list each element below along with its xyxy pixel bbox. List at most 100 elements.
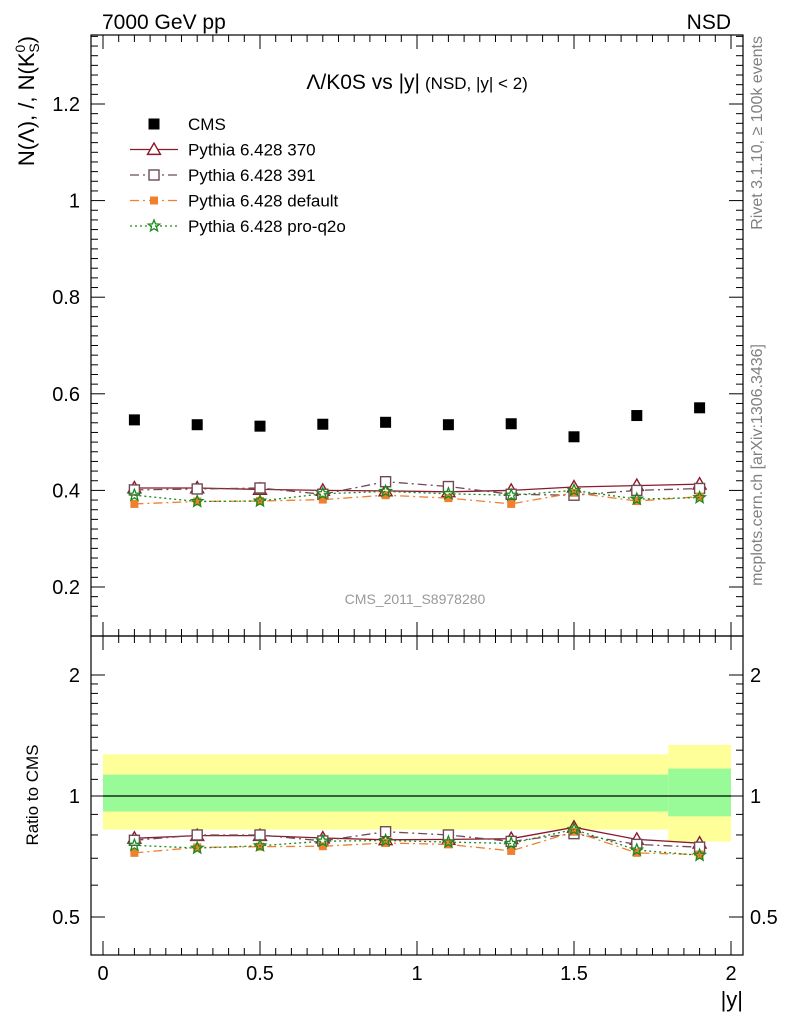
legend-marker-3 (150, 196, 158, 205)
rivet-version-label: Rivet 3.1.10, ≥ 100k events (749, 36, 766, 230)
legend: CMS Pythia 6.428 370 Pythia 6.428 391 Pythi… (130, 115, 346, 236)
ratio-series-2 (130, 827, 704, 859)
ratio-y-tick-label: 0.5 (52, 907, 80, 929)
legend-marker-4 (146, 218, 162, 233)
main-y-tick-label: 0.6 (52, 384, 80, 406)
main-point-0-6 (505, 418, 517, 430)
legend-label-4: Pythia 6.428 pro-q2o (188, 217, 346, 236)
ratio-y-tick-label: 1 (69, 786, 80, 808)
ratio-point-1-4 (379, 826, 392, 838)
ratio-point-3-2 (252, 837, 268, 853)
ratio-series-3 (126, 821, 708, 862)
main-series-line-3 (134, 492, 700, 505)
main-point-0-1 (191, 419, 203, 431)
legend-entry-0: CMS (148, 115, 226, 134)
main-point-0-0 (128, 414, 140, 426)
ratio-y-tick-label: 2 (69, 665, 80, 687)
main-point-4-0 (126, 487, 142, 502)
process-label: NSD (687, 11, 731, 34)
legend-marker-1 (146, 141, 162, 156)
legend-label-2: Pythia 6.428 391 (188, 166, 316, 185)
main-series-line-1 (134, 483, 700, 493)
main-point-0-9 (694, 402, 706, 414)
ratio-point-3-8 (629, 842, 645, 857)
main-point-3-0 (130, 499, 139, 508)
ratio-point-3-9 (692, 847, 708, 862)
main-point-4-3 (315, 486, 331, 501)
main-point-0-8 (631, 410, 643, 422)
main-point-4-4 (378, 483, 394, 498)
main-point-3-6 (507, 499, 516, 508)
main-point-0-4 (380, 416, 392, 428)
mcplots-label: mcplots.cern.ch [arXiv:1306.3436] (749, 344, 766, 586)
x-tick-label: 0.5 (246, 963, 274, 985)
plot-title: Λ/K0S vs |y| (306, 71, 420, 94)
legend-entry-2: Pythia 6.428 391 (130, 166, 316, 185)
ratio-point-2-1 (193, 843, 202, 852)
ratio-series-line-3 (134, 828, 700, 856)
legend-entry-3: Pythia 6.428 default (130, 192, 339, 211)
main-series-1 (126, 476, 708, 498)
cms-uncertainty-inner-band-0 (103, 774, 669, 812)
ratio-point-2-6 (507, 846, 516, 855)
main-point-0-7 (568, 431, 580, 443)
x-tick-label: 0 (97, 963, 108, 985)
main-y-tick-label: 0.2 (52, 577, 80, 599)
x-tick-label: 1.5 (560, 963, 588, 985)
ratio-point-3-1 (189, 840, 205, 855)
legend-marker-0 (148, 118, 160, 130)
main-point-4-2 (252, 493, 268, 508)
x-tick-label: 2 (725, 963, 736, 985)
x-axis-title: |y| (721, 987, 743, 1012)
main-series-line-2 (134, 481, 700, 496)
ratio-point-2-0 (130, 848, 139, 857)
main-series-0 (128, 402, 706, 443)
main-point-3-5 (444, 494, 453, 503)
ratio-y-tick-label-right: 2 (750, 665, 761, 687)
ratio-point-1-1 (191, 829, 203, 841)
main-point-3-1 (193, 497, 202, 506)
ratio-point-3-7 (566, 821, 582, 836)
ratio-point-3-3 (315, 833, 331, 848)
main-point-4-5 (440, 486, 456, 501)
legend-entry-1: Pythia 6.428 370 (130, 141, 316, 160)
top-y-axis-title: N(Λ), /, N(K0S) (12, 36, 42, 166)
main-y-tick-label: 0.4 (52, 480, 80, 502)
legend-marker-2 (148, 169, 160, 181)
energy-label: 7000 GeV pp (102, 11, 226, 34)
x-tick-label: 1 (411, 963, 422, 985)
main-series-4 (126, 482, 708, 508)
bottom-y-axis-title: Ratio to CMS (23, 744, 42, 845)
ratio-point-2-9 (695, 850, 704, 859)
ratio-series-line-0 (134, 826, 700, 844)
main-y-tick-label: 1 (69, 191, 80, 213)
legend-label-1: Pythia 6.428 370 (188, 141, 316, 160)
ratio-point-3-6 (503, 835, 519, 850)
main-point-2-1 (191, 483, 203, 495)
main-point-0-5 (442, 419, 454, 431)
ratio-panel: 0.5 0.5 1 1 2 2 0 0.5 1 1.5 2 (52, 635, 778, 985)
main-point-4-6 (503, 487, 519, 502)
main-point-2-8 (631, 484, 643, 497)
legend-label-0: CMS (188, 115, 226, 134)
main-point-4-8 (629, 491, 645, 506)
main-panel: 0.2 0.4 0.6 0.8 1 1.2 (52, 34, 744, 637)
ratio-point-3-5 (440, 834, 456, 849)
cms-uncertainty-inner-band-1 (668, 768, 731, 817)
ratio-y-tick-label-right: 0.5 (750, 907, 778, 929)
ratio-point-3-0 (126, 837, 142, 852)
ratio-y-tick-label-right: 1 (750, 786, 761, 808)
analysis-id: CMS_2011_S8978280 (345, 591, 486, 607)
main-point-0-3 (317, 418, 329, 430)
ratio-point-3-4 (378, 832, 394, 847)
main-point-4-7 (566, 482, 582, 497)
ratio-point-2-2 (256, 842, 264, 851)
main-point-2-2 (254, 482, 266, 494)
main-point-4-1 (189, 493, 205, 508)
main-point-3-9 (695, 492, 704, 501)
main-point-3-3 (318, 495, 327, 504)
ratio-point-2-3 (318, 842, 327, 851)
plot-subtitle: (NSD, |y| < 2) (425, 74, 528, 93)
lambda-glyph: Λ (14, 128, 39, 143)
